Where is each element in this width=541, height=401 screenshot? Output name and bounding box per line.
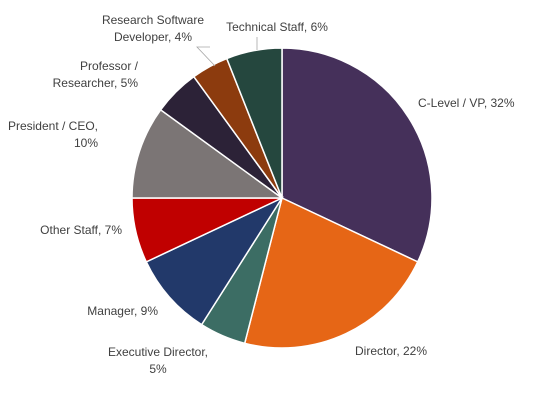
data-label-line: 10% xyxy=(74,136,98,150)
data-label-line: Professor / xyxy=(80,59,139,73)
data-label-line: Director, 22% xyxy=(355,344,427,358)
pie-slice-manager xyxy=(145,196,285,326)
data-label: C-Level / VP, 32% xyxy=(418,96,515,110)
data-label: Executive Director, 5% xyxy=(108,345,208,376)
pie-slice-c-level-vp xyxy=(281,47,433,263)
data-label-line: Developer, 4% xyxy=(114,30,192,44)
data-label-line: Manager, 9% xyxy=(87,304,158,318)
data-label-line: 5% xyxy=(149,362,167,376)
leader-lines xyxy=(196,37,258,67)
data-label: Professor / Researcher, 5% xyxy=(53,59,139,90)
data-label-line: Research Software xyxy=(102,13,204,27)
pie-slice-director xyxy=(243,196,419,349)
pie-slice-president-ceo xyxy=(131,108,285,199)
data-label: Other Staff, 7% xyxy=(40,223,122,237)
data-label-line: Other Staff, 7% xyxy=(40,223,122,237)
data-label: Director, 22% xyxy=(355,344,427,358)
pie-slice-technical-staff xyxy=(225,47,283,199)
data-label-line: Executive Director, xyxy=(108,345,208,359)
data-label: Research Software Developer, 4% xyxy=(102,13,204,44)
data-labels: C-Level / VP, 32% Director, 22% Executive … xyxy=(8,13,515,376)
leader-line xyxy=(196,46,216,67)
pie-slices xyxy=(131,47,433,349)
data-label-line: Technical Staff, 6% xyxy=(226,20,328,34)
data-label-line: Researcher, 5% xyxy=(53,76,139,90)
data-label-line: President / CEO, xyxy=(8,119,98,133)
data-label: Manager, 9% xyxy=(87,304,158,318)
data-label: President / CEO, 10% xyxy=(8,119,98,150)
data-label: Technical Staff, 6% xyxy=(226,20,328,34)
data-label-line: C-Level / VP, 32% xyxy=(418,96,515,110)
